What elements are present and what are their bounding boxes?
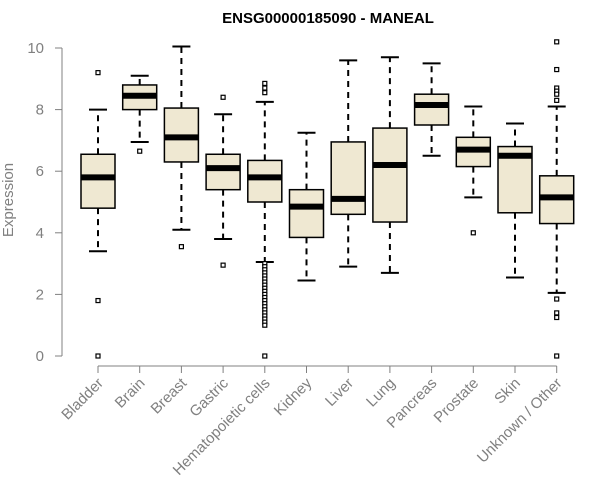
outlier-point bbox=[554, 66, 560, 73]
outlier-point bbox=[554, 91, 560, 97]
outlier-point bbox=[178, 244, 184, 250]
box-prostate bbox=[455, 105, 492, 236]
outlier-point bbox=[554, 39, 560, 45]
y-tick-label: 0 bbox=[36, 348, 44, 365]
iqr-box bbox=[372, 127, 408, 223]
x-tick-label: Bladder bbox=[58, 375, 107, 424]
iqr-box bbox=[288, 188, 325, 239]
outlier-point bbox=[554, 353, 560, 359]
outlier-point bbox=[262, 322, 268, 328]
box-bladder bbox=[80, 70, 116, 359]
outlier-point bbox=[554, 310, 560, 316]
x-tick-label: Breast bbox=[148, 374, 191, 417]
box-pancreas bbox=[413, 62, 450, 157]
box-brain bbox=[121, 74, 158, 154]
iqr-box bbox=[247, 159, 283, 203]
outlier-point bbox=[95, 70, 101, 76]
box-gastric bbox=[205, 94, 241, 268]
iqr-box bbox=[80, 153, 116, 209]
box-lung bbox=[372, 56, 408, 274]
box-unknown-other bbox=[538, 39, 575, 359]
y-tick-label: 10 bbox=[27, 40, 44, 57]
y-axis-label: Expression bbox=[0, 163, 17, 237]
outlier-point bbox=[554, 97, 560, 103]
boxes-group bbox=[80, 39, 575, 359]
iqr-box bbox=[205, 153, 241, 191]
outlier-point bbox=[137, 148, 143, 154]
x-tick-label: Kidney bbox=[271, 374, 316, 419]
outlier-point bbox=[220, 94, 226, 100]
box-breast bbox=[163, 45, 200, 250]
outlier-point bbox=[554, 314, 560, 321]
outlier-point bbox=[262, 85, 268, 91]
y-tick-label: 2 bbox=[36, 286, 44, 303]
y-axis: 0 2 4 6 8 10 bbox=[27, 40, 63, 365]
outlier-point bbox=[262, 353, 268, 359]
outlier-point bbox=[95, 297, 101, 304]
outlier-point bbox=[95, 353, 101, 359]
box-hematopoietic-cells bbox=[247, 80, 283, 359]
x-tick-label: Liver bbox=[322, 375, 357, 410]
outlier-point bbox=[220, 262, 226, 268]
iqr-box bbox=[413, 93, 450, 126]
box-liver bbox=[330, 59, 366, 268]
outlier-point bbox=[262, 90, 268, 96]
x-tick-label: Skin bbox=[491, 375, 524, 408]
y-tick-label: 6 bbox=[36, 163, 44, 180]
outlier-point bbox=[262, 80, 268, 87]
outlier-point bbox=[554, 296, 560, 302]
y-tick-label: 4 bbox=[36, 225, 44, 242]
box-skin bbox=[497, 122, 533, 279]
y-tick-label: 8 bbox=[36, 102, 44, 119]
x-tick-label: Prostate bbox=[431, 375, 483, 427]
box-kidney bbox=[288, 131, 325, 282]
chart-title: ENSG00000185090 - MANEAL bbox=[222, 10, 434, 27]
iqr-box bbox=[330, 141, 366, 216]
outlier-point bbox=[470, 230, 476, 236]
x-tick-label: Brain bbox=[112, 375, 149, 412]
x-tick-label: Lung bbox=[363, 375, 399, 411]
